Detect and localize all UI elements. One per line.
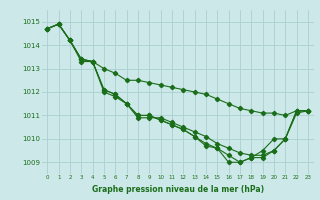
X-axis label: Graphe pression niveau de la mer (hPa): Graphe pression niveau de la mer (hPa): [92, 185, 264, 194]
